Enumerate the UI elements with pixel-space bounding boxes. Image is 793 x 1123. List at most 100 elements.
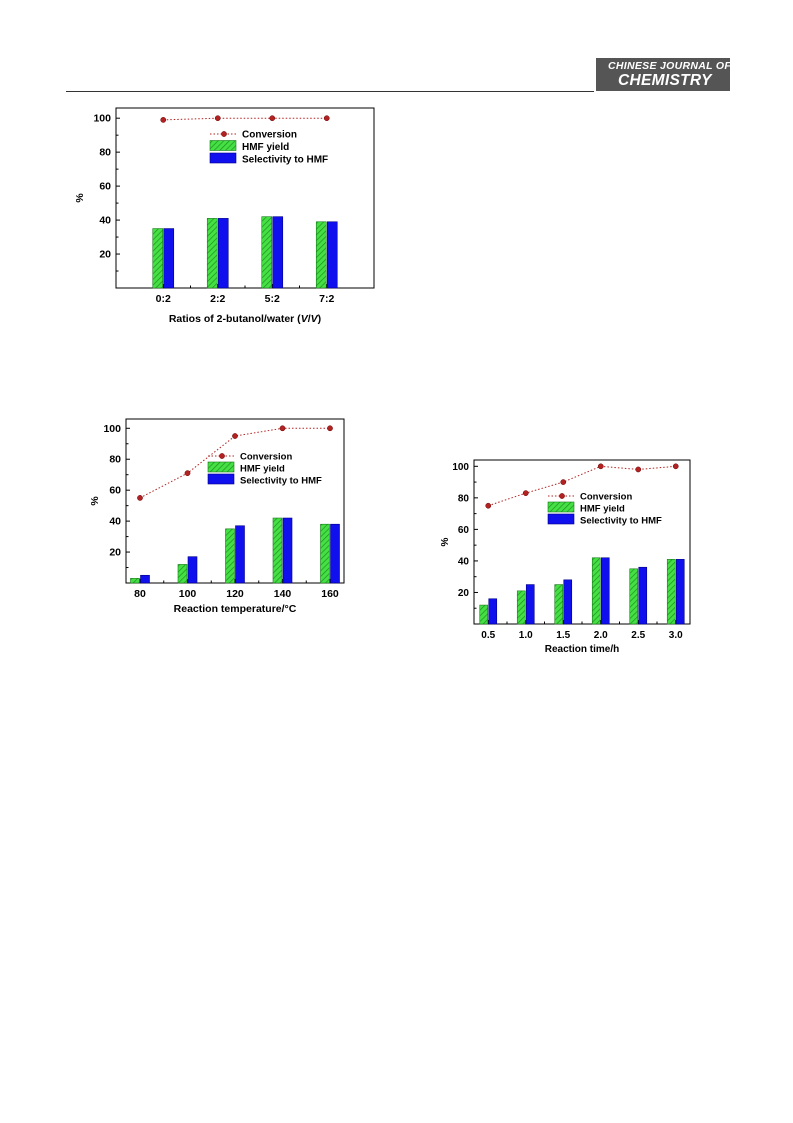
legend-conversion-marker [219,453,225,459]
conversion-point [279,425,286,432]
y-tick-label: 80 [99,147,111,159]
y-tick-label: 80 [109,454,121,466]
y-tick-label: 20 [458,588,470,599]
bar-selectivity [235,525,245,584]
y-tick-label: 40 [99,215,111,227]
bar-hmf-yield [666,559,676,625]
y-tick-label: 100 [93,113,111,125]
x-tick-label: 1.5 [556,630,570,641]
conversion-point [137,495,143,501]
conversion-point [160,117,167,123]
y-axis-label: % [440,537,451,546]
y-axis-label: % [74,193,86,203]
legend-hmf-yield-label: HMF yield [242,142,289,153]
legend-selectivity-label: Selectivity to HMF [580,516,662,527]
legend-conversion-marker [559,493,565,499]
x-tick-label: 2.0 [594,630,608,641]
legend-selectivity-swatch [547,513,575,525]
journal-name-line1: CHINESE JOURNAL OF [608,60,732,72]
journal-name-line2: CHEMISTRY [618,72,712,89]
conversion-line [163,117,327,121]
bar-hmf-yield [206,218,218,289]
bar-hmf-yield [315,221,327,289]
legend-selectivity-label: Selectivity to HMF [240,476,322,487]
bar-selectivity [525,584,535,625]
x-tick-label: 1.0 [519,630,533,641]
legend-conversion-label: Conversion [240,452,292,463]
y-tick-label: 60 [109,485,121,497]
y-tick-label: 60 [99,181,111,193]
x-tick-label: 160 [321,588,339,600]
bar-selectivity [272,216,284,289]
bar-selectivity [282,517,293,584]
x-tick-label: 7:2 [319,293,334,305]
bar-selectivity [140,574,150,584]
header-rule [66,91,594,92]
bar-selectivity [563,579,573,625]
bar-hmf-yield [320,523,330,584]
bar-hmf-yield [479,604,489,625]
y-tick-label: 40 [458,556,470,567]
y-tick-label: 60 [458,525,470,536]
conversion-point [635,466,642,473]
conversion-point [485,502,492,509]
bar-selectivity [600,557,610,625]
conversion-point [560,479,567,485]
chart-reaction-time: 20 40 60 80 100% 0.5 1.0 1.5 2.0 2.5 3.0 Reaction t… [440,459,691,655]
x-tick-label: 2.5 [631,630,645,641]
bar-selectivity [330,523,340,584]
x-tick-label: 140 [274,588,292,600]
legend-conversion-label: Conversion [242,130,297,141]
legend-conversion-label: Conversion [580,492,632,503]
bar-hmf-yield [130,578,140,584]
y-axis-label: % [89,496,101,506]
bar-hmf-yield [629,568,639,625]
chart-solvent-ratio: 20 40 60 80 100% 0:2 2:2 5:2 7:2 Ratios of 2-buta… [74,107,375,325]
bar-selectivity [638,566,648,625]
bar-selectivity [217,218,229,289]
bar-hmf-yield [225,528,235,584]
conversion-point [327,425,333,432]
journal-badge: CHINESE JOURNAL OF CHEMISTRY [596,58,732,91]
chart-reaction-temperature: 20 40 60 80 100% 80 100 120 140 160 Reaction tempe… [89,418,345,615]
bar-hmf-yield [516,590,526,625]
bar-selectivity [163,228,175,289]
bar-selectivity [488,598,498,625]
y-tick-label: 40 [109,516,121,528]
legend-selectivity-swatch [209,152,237,164]
legend-hmf-yield-swatch [547,501,575,513]
legend-hmf-yield-label: HMF yield [240,464,285,475]
conversion-point [184,470,191,477]
x-axis-label: Reaction temperature/°C [174,603,297,615]
y-tick-label: 20 [99,249,111,261]
bar-hmf-yield [177,564,188,584]
y-tick-label: 100 [103,423,121,435]
legend-selectivity-label: Selectivity to HMF [242,155,328,166]
legend-selectivity-swatch [207,473,235,485]
conversion-point [269,115,276,122]
bar-hmf-yield [554,584,564,625]
plot-frame [473,459,691,625]
x-tick-label: 100 [179,588,197,600]
legend-hmf-yield-label: HMF yield [580,504,625,515]
x-axis-label: Reaction time/h [545,644,619,655]
y-tick-label: 80 [458,493,470,504]
conversion-point [214,115,221,122]
x-tick-label: 80 [134,588,146,600]
x-tick-label: 0.5 [481,630,495,641]
conversion-line [139,427,330,499]
bar-hmf-yield [261,216,273,289]
x-tick-label: 120 [226,588,244,600]
legend-hmf-yield-swatch [209,140,237,151]
conversion-point [672,463,679,470]
legend-hmf-yield-swatch [207,461,235,473]
conversion-point [597,463,604,470]
x-tick-label: 5:2 [265,293,280,305]
legend-conversion-marker [221,131,227,137]
bar-selectivity [675,559,685,625]
bar-hmf-yield [272,517,283,584]
bar-selectivity [326,221,338,289]
